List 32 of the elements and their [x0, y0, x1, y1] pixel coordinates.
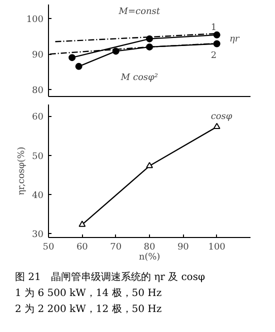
point	[213, 40, 220, 48]
series-label: 2	[210, 50, 217, 61]
point	[213, 31, 220, 38]
y-tick-label: 50	[32, 152, 44, 162]
point	[78, 220, 86, 227]
text: 2 为 2 200 kW，12 极，50 Hz	[15, 304, 162, 315]
x-axis-title: n(%)	[138, 252, 160, 262]
y-tick-label: 60	[32, 112, 44, 123]
point	[146, 162, 153, 168]
point	[68, 54, 76, 62]
y-axis-title: ηr,cosφ(%)	[17, 146, 28, 196]
caption: 图 21 晶闸管串级调速系统的 ηr 及 cosφ	[15, 272, 205, 283]
x-tick-label: 80	[144, 242, 156, 252]
x-tick-label: 50	[42, 242, 54, 252]
point	[75, 62, 82, 70]
point	[213, 122, 220, 130]
x-tick-label: 100	[208, 242, 226, 252]
y-tick-label: 40	[32, 190, 44, 201]
x-tick-label: 90	[177, 242, 190, 252]
text: 1 为 6 500 kW，14 极，50 Hz	[15, 288, 162, 299]
y-tick-label: 80	[32, 86, 44, 96]
annotation: ηr	[229, 34, 240, 44]
x-tick-label: 60	[76, 242, 88, 252]
y-tick-label: 30	[32, 230, 44, 240]
series-label: 1	[210, 22, 217, 33]
series-label: cosφ	[210, 112, 233, 122]
x-tick-label: 70	[110, 242, 122, 252]
annotation: M=const	[118, 6, 160, 17]
annotation: M cosφ²	[120, 73, 158, 84]
y-tick-label: 100	[26, 15, 44, 26]
point	[146, 35, 153, 42]
y-tick-label: 90	[32, 50, 44, 61]
